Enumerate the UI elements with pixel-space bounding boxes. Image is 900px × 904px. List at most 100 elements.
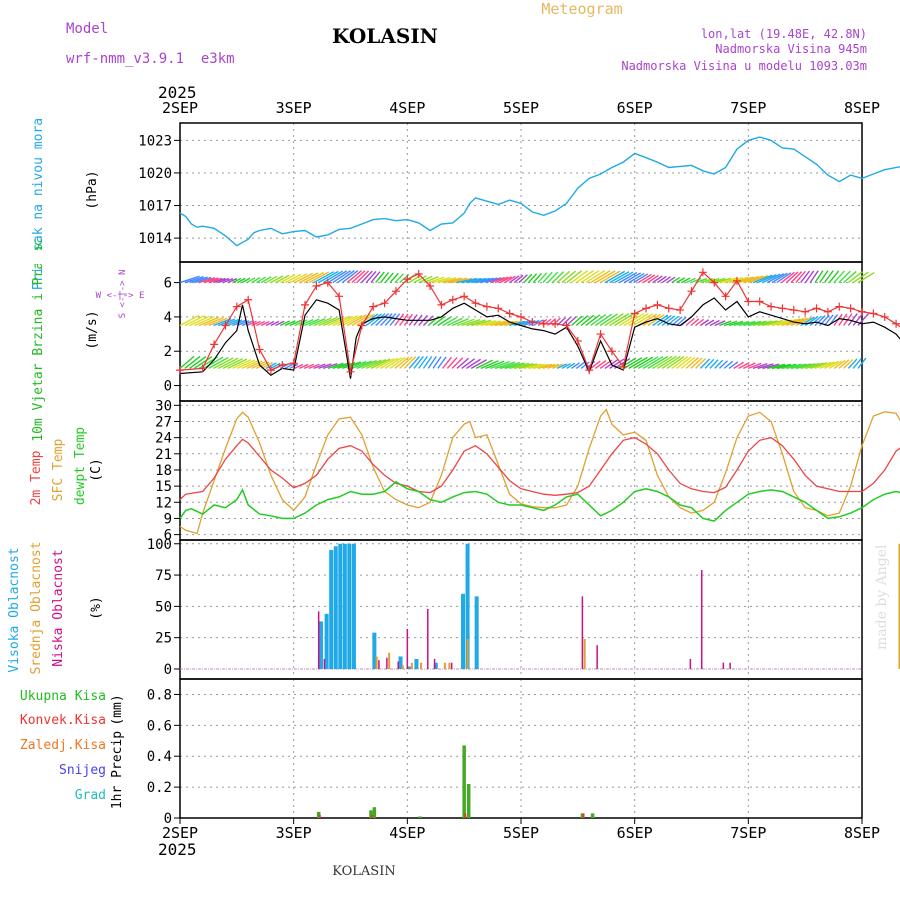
x-tick-label-top: 7SEP <box>730 99 766 117</box>
y-tick-label: 75 <box>155 568 172 584</box>
wind-barb <box>308 363 320 370</box>
wind-barb <box>518 274 528 284</box>
wind-barb <box>704 358 715 369</box>
wind-barb <box>356 359 377 370</box>
wind-gust-point <box>232 302 241 311</box>
wind-barb <box>332 270 352 284</box>
chart-type: Meteogram <box>541 0 622 18</box>
wind-gust-point <box>528 318 537 327</box>
wind-barb <box>652 275 663 284</box>
x-tick-label-bottom: 8SEP <box>844 824 880 842</box>
high-cloud-bar <box>433 662 438 669</box>
low-cloud-bar <box>596 645 598 669</box>
wind-barb <box>733 320 750 327</box>
precip-legend-total: Ukupna Kisa <box>20 689 106 704</box>
wind-barb <box>647 314 665 327</box>
wind-barb <box>776 272 792 284</box>
wind-gust-point <box>539 319 548 328</box>
y-tick-label: 30 <box>155 398 172 414</box>
wind-gust-point <box>858 307 866 316</box>
wind-barb <box>585 314 601 327</box>
total-precip-bar <box>580 813 585 818</box>
wind-barb <box>585 270 606 284</box>
wind-barb <box>642 274 656 284</box>
wind-barb <box>279 320 290 327</box>
precip-unit: (mm) <box>110 694 125 725</box>
wind-gust-point <box>767 302 776 311</box>
y-tick-label: 0 <box>164 811 172 827</box>
wind-barb <box>466 319 486 327</box>
wind-barb <box>370 358 391 370</box>
wind-barb <box>666 276 676 284</box>
sfc-temp-title: SFC Temp <box>51 439 66 502</box>
high-cloud-bar <box>372 632 377 669</box>
wind-barb <box>456 357 470 369</box>
wind-barb <box>752 274 773 284</box>
wind-barb <box>852 313 864 326</box>
wind-gust-point <box>460 292 469 301</box>
wind-barb <box>351 360 372 370</box>
low-cloud-bar <box>386 657 388 669</box>
wind-gust-point <box>755 297 764 306</box>
wind-barb <box>661 315 676 327</box>
model-altitude: Nadmorska Visina u modelu 1093.03m <box>621 59 867 73</box>
wind-barb <box>743 362 756 370</box>
wind-barb <box>299 272 319 284</box>
wind-barb <box>580 270 600 284</box>
y-tick-label: 1017 <box>138 199 172 215</box>
x-tick-label-top: 6SEP <box>617 99 653 117</box>
wind-barb <box>657 355 677 369</box>
wind-barb <box>552 363 563 370</box>
wind-barb <box>490 276 505 284</box>
wind-barb <box>575 361 585 369</box>
wind-barb <box>475 320 497 327</box>
y-tick-label: 0.6 <box>147 718 172 734</box>
conv-precip-bar <box>582 813 585 818</box>
wind-barb <box>446 357 458 369</box>
wind-barb <box>346 270 362 284</box>
wind-barb <box>604 313 624 327</box>
wind-barb <box>733 361 744 369</box>
wind-barb <box>790 317 808 327</box>
wind-barb <box>428 276 445 284</box>
wind-barb <box>318 270 339 284</box>
wind-barb <box>752 363 768 370</box>
wind-barb <box>728 320 744 327</box>
wind-barb <box>332 362 350 370</box>
wind-barb <box>356 270 370 284</box>
wind-barb <box>222 277 234 284</box>
wind-barb <box>762 273 781 284</box>
wind-barb <box>690 318 700 327</box>
wind-barb <box>580 361 590 369</box>
wind-barb <box>179 275 200 284</box>
temp2m-line <box>179 436 900 501</box>
wind-barb <box>571 315 583 327</box>
wind-barb <box>504 275 516 284</box>
wind-barb <box>551 271 565 284</box>
wind-barb <box>284 273 302 284</box>
wind-gust-point <box>642 304 651 313</box>
wind-barb <box>322 362 338 370</box>
wind-barb <box>723 360 734 369</box>
wind-barb <box>432 276 451 284</box>
wind-barb <box>547 271 559 284</box>
x-tick-label-top: 3SEP <box>276 99 312 117</box>
wind-barb <box>542 363 556 370</box>
wind-barb <box>814 361 832 370</box>
wind-barb <box>728 276 749 284</box>
wind-barb <box>738 362 750 370</box>
wind-barb <box>284 363 294 370</box>
x-tick-label-top: 4SEP <box>389 99 425 117</box>
wind-barb <box>217 318 236 327</box>
wind-barb <box>690 357 703 369</box>
wind-barb <box>833 359 846 369</box>
mid-cloud-bar <box>401 665 404 669</box>
wind-barb <box>418 275 433 284</box>
wind-barb <box>633 356 654 369</box>
wind-barb <box>313 271 335 284</box>
total-precip-bar <box>466 784 471 818</box>
wind-barb <box>623 272 642 284</box>
altitude: Nadmorska Visina 945m <box>715 42 867 56</box>
wind-gust-point <box>255 345 264 354</box>
wind-barb <box>843 358 854 369</box>
